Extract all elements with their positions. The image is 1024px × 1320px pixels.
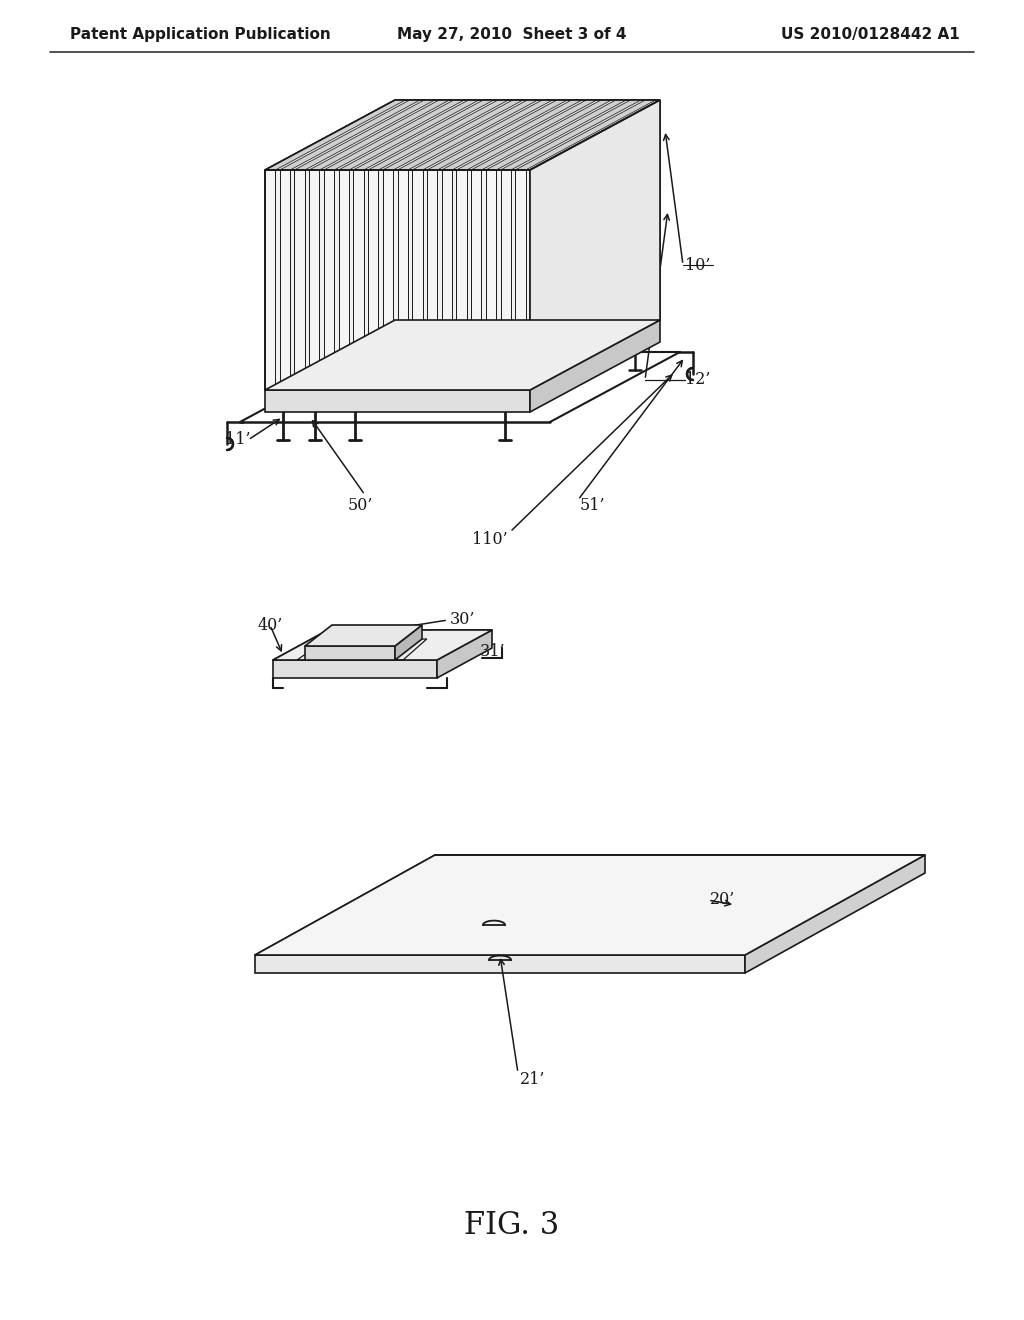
Polygon shape (295, 170, 305, 389)
Polygon shape (305, 645, 395, 660)
Polygon shape (339, 170, 349, 389)
Polygon shape (441, 100, 582, 170)
Text: 51’: 51’ (580, 496, 605, 513)
Polygon shape (280, 100, 420, 170)
Polygon shape (265, 170, 530, 389)
Polygon shape (265, 100, 660, 170)
Text: US 2010/0128442 A1: US 2010/0128442 A1 (781, 28, 961, 42)
Polygon shape (295, 100, 435, 170)
Text: 50’: 50’ (347, 496, 373, 513)
Polygon shape (530, 319, 660, 412)
Polygon shape (437, 630, 492, 678)
Text: 40’: 40’ (258, 616, 284, 634)
Polygon shape (353, 170, 364, 389)
Text: 21’: 21’ (520, 1072, 546, 1089)
Polygon shape (255, 855, 925, 954)
Polygon shape (397, 170, 408, 389)
Polygon shape (515, 170, 525, 389)
Polygon shape (324, 170, 334, 389)
Text: 20’: 20’ (710, 891, 735, 908)
Text: 12’: 12’ (685, 371, 711, 388)
Polygon shape (305, 624, 422, 645)
Polygon shape (395, 624, 422, 660)
Polygon shape (265, 170, 275, 389)
Polygon shape (501, 100, 641, 170)
Polygon shape (530, 100, 660, 389)
Polygon shape (383, 100, 523, 170)
Text: 10’: 10’ (685, 256, 711, 273)
Polygon shape (368, 170, 378, 389)
Polygon shape (413, 100, 553, 170)
Text: 31’: 31’ (480, 644, 506, 660)
Polygon shape (273, 660, 437, 678)
Polygon shape (273, 630, 492, 660)
Polygon shape (485, 170, 497, 389)
Polygon shape (501, 170, 511, 389)
Polygon shape (427, 100, 567, 170)
Polygon shape (265, 319, 660, 389)
Polygon shape (280, 170, 290, 389)
Polygon shape (309, 170, 319, 389)
Polygon shape (485, 100, 626, 170)
Polygon shape (413, 170, 423, 389)
Text: 30’: 30’ (450, 611, 475, 628)
Polygon shape (309, 100, 450, 170)
Polygon shape (457, 100, 597, 170)
Polygon shape (368, 100, 508, 170)
Text: 11’: 11’ (225, 432, 251, 449)
Polygon shape (339, 100, 479, 170)
Polygon shape (515, 100, 655, 170)
Polygon shape (255, 954, 745, 973)
Polygon shape (324, 100, 464, 170)
Polygon shape (471, 100, 611, 170)
Polygon shape (457, 170, 467, 389)
Polygon shape (471, 170, 481, 389)
Text: FIG. 3: FIG. 3 (464, 1209, 560, 1241)
Polygon shape (745, 855, 925, 973)
Polygon shape (265, 389, 530, 412)
Text: Patent Application Publication: Patent Application Publication (70, 28, 331, 42)
Polygon shape (427, 170, 437, 389)
Text: May 27, 2010  Sheet 3 of 4: May 27, 2010 Sheet 3 of 4 (397, 28, 627, 42)
Polygon shape (441, 170, 452, 389)
Polygon shape (530, 100, 660, 389)
Text: 110’: 110’ (472, 532, 508, 549)
Polygon shape (383, 170, 393, 389)
Polygon shape (265, 100, 406, 170)
Polygon shape (397, 100, 538, 170)
Polygon shape (353, 100, 494, 170)
